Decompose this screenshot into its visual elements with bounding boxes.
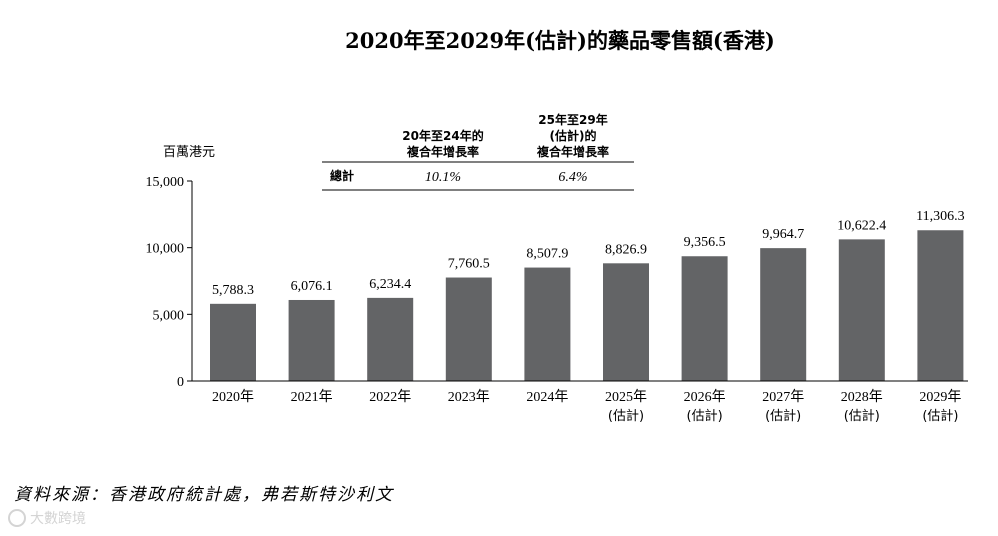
x-tick-label: 2020年 (212, 389, 254, 405)
bar (838, 239, 885, 381)
bar (210, 303, 256, 381)
watermark: 大數跨境 (8, 508, 86, 528)
y-axis: 0 5,000 10,000 15,000 (146, 175, 193, 390)
data-label: 10,622.4 (837, 218, 886, 233)
cagr-row-label: 總計 (330, 168, 354, 183)
y-tick-label: 5,000 (153, 308, 185, 323)
bar (917, 230, 964, 381)
source-note: 資料來源：香港政府統計處，弗若斯特沙利文 (14, 485, 394, 505)
chart-title: 2020年至2029年(估計)的藥品零售額(香港) (345, 28, 775, 53)
x-tick-label: 2027年 (762, 389, 804, 405)
x-tick-sublabel: (估計) (608, 408, 644, 424)
y-tick-label: 10,000 (146, 242, 185, 257)
x-tick-label: 2021年 (291, 389, 333, 405)
x-tick-sublabel: (估計) (844, 408, 880, 424)
chart: 2020年至2029年(估計)的藥品零售額(香港) 百萬港元 20年至24年的複… (146, 28, 968, 424)
data-label: 11,306.3 (916, 209, 964, 224)
cagr-table-header: 25年至29年 (538, 112, 607, 127)
data-label: 6,234.4 (369, 277, 411, 292)
x-tick-sublabel: (估計) (687, 408, 723, 424)
data-label: 9,964.7 (762, 227, 804, 242)
bar (524, 267, 571, 381)
cagr-value: 6.4% (558, 170, 587, 185)
bars: 5,788.3 6,076.1 6,234.4 7,760.5 8,507.9 8,826… (210, 209, 965, 381)
x-tick-sublabel: (估計) (922, 408, 958, 424)
cagr-table-header: 複合年增長率 (406, 144, 479, 159)
bar (445, 277, 492, 381)
x-axis: 2020年 2021年 2022年 2023年 2024年 2025年 (估計) 2026年 (… (192, 380, 968, 424)
x-tick-label: 2023年 (448, 389, 490, 405)
x-tick-sublabel: (估計) (765, 408, 801, 424)
x-tick-label: 2024年 (526, 389, 568, 405)
bar (288, 299, 335, 381)
data-label: 7,760.5 (448, 257, 490, 272)
bar (603, 263, 649, 381)
watermark-text: 大數跨境 (30, 511, 86, 527)
cagr-table-header: 複合年增長率 (536, 144, 609, 159)
x-tick-label: 2029年 (919, 389, 961, 405)
cagr-table-header: (估計)的 (550, 128, 597, 143)
data-label: 8,826.9 (605, 242, 647, 257)
data-label: 6,076.1 (291, 279, 333, 294)
bar (760, 248, 807, 381)
x-tick-label: 2028年 (841, 389, 883, 405)
bar (681, 256, 728, 381)
cagr-value: 10.1% (425, 170, 461, 185)
x-tick-label: 2022年 (369, 389, 411, 405)
data-label: 9,356.5 (684, 235, 726, 250)
y-axis-unit-label: 百萬港元 (163, 145, 215, 160)
x-tick-label: 2026年 (684, 389, 726, 405)
data-label: 8,507.9 (526, 247, 568, 262)
x-tick-label: 2025年 (605, 389, 647, 405)
y-tick-label: 0 (177, 375, 184, 390)
watermark-logo-icon (8, 509, 26, 527)
bar (367, 297, 414, 381)
cagr-table-header: 20年至24年的 (402, 128, 483, 143)
y-tick-label: 15,000 (146, 175, 185, 190)
data-label: 5,788.3 (212, 283, 254, 298)
